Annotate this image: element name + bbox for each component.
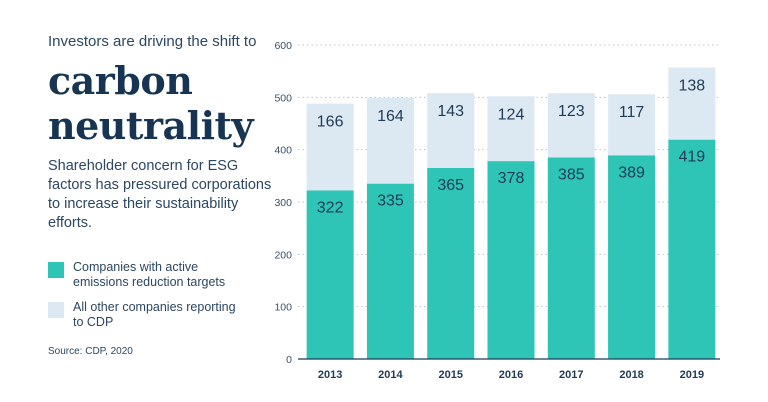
legend-swatch-active — [48, 262, 64, 278]
bar-active-segment — [668, 139, 716, 359]
data-label-other: 117 — [619, 104, 645, 121]
bar-active-segment — [608, 155, 656, 359]
data-label-other: 164 — [377, 108, 404, 125]
x-tick-label: 2017 — [559, 369, 583, 381]
y-tick-label: 0 — [286, 354, 292, 366]
legend-label-other: All other companies reporting to CDP — [73, 300, 236, 329]
headline: carbon neutrality — [48, 58, 254, 148]
subtitle: Shareholder concern for ESG factors has … — [48, 158, 272, 231]
data-label-active: 419 — [679, 149, 706, 166]
x-tick-label: 2016 — [499, 369, 523, 381]
kicker-text: Investors are driving the shift to — [48, 33, 257, 50]
x-tick-label: 2014 — [378, 369, 403, 381]
y-tick-label: 600 — [274, 40, 292, 52]
bar-active-segment — [547, 157, 595, 359]
source-note: Source: CDP, 2020 — [48, 346, 133, 357]
bar-other-segment — [547, 93, 595, 158]
data-label-active: 378 — [498, 170, 525, 187]
headline-line-1: carbon — [48, 58, 193, 103]
legend-swatch-other — [48, 302, 64, 318]
bar-other-segment — [487, 96, 535, 162]
x-tick-label: 2013 — [318, 369, 342, 381]
legend-label-active: Companies with active emissions reductio… — [73, 260, 226, 289]
y-tick-label: 400 — [274, 145, 292, 157]
data-label-other: 123 — [558, 103, 585, 120]
bar-other-segment — [668, 67, 716, 140]
data-label-other: 166 — [317, 114, 344, 131]
x-tick-label: 2019 — [680, 369, 704, 381]
legend: Companies with active emissions reductio… — [48, 260, 243, 340]
data-label-other: 124 — [498, 106, 525, 123]
bar-other-segment — [427, 93, 475, 168]
y-tick-label: 300 — [274, 197, 292, 209]
bar-other-segment — [366, 97, 414, 184]
headline-line-2: neutrality — [48, 103, 254, 148]
data-label-active: 322 — [317, 199, 344, 216]
data-label-active: 365 — [437, 177, 464, 194]
y-tick-label: 200 — [274, 249, 292, 261]
bar-active-segment — [487, 161, 535, 359]
bar-active-segment — [366, 183, 414, 359]
legend-item-active: Companies with active emissions reductio… — [48, 260, 243, 290]
data-label-active: 335 — [377, 193, 404, 210]
data-label-other: 143 — [437, 103, 464, 120]
y-tick-label: 100 — [274, 302, 292, 314]
bar-active-segment — [427, 167, 475, 359]
data-label-active: 385 — [558, 167, 585, 184]
data-label-other: 138 — [679, 78, 706, 95]
x-tick-label: 2018 — [619, 369, 643, 381]
bar-other-segment — [306, 103, 354, 191]
bar-other-segment — [608, 94, 656, 156]
y-tick-label: 500 — [274, 92, 292, 104]
data-label-active: 389 — [618, 164, 645, 181]
bar-active-segment — [306, 190, 354, 359]
x-tick-label: 2015 — [438, 369, 462, 381]
legend-item-other: All other companies reporting to CDP — [48, 300, 243, 330]
